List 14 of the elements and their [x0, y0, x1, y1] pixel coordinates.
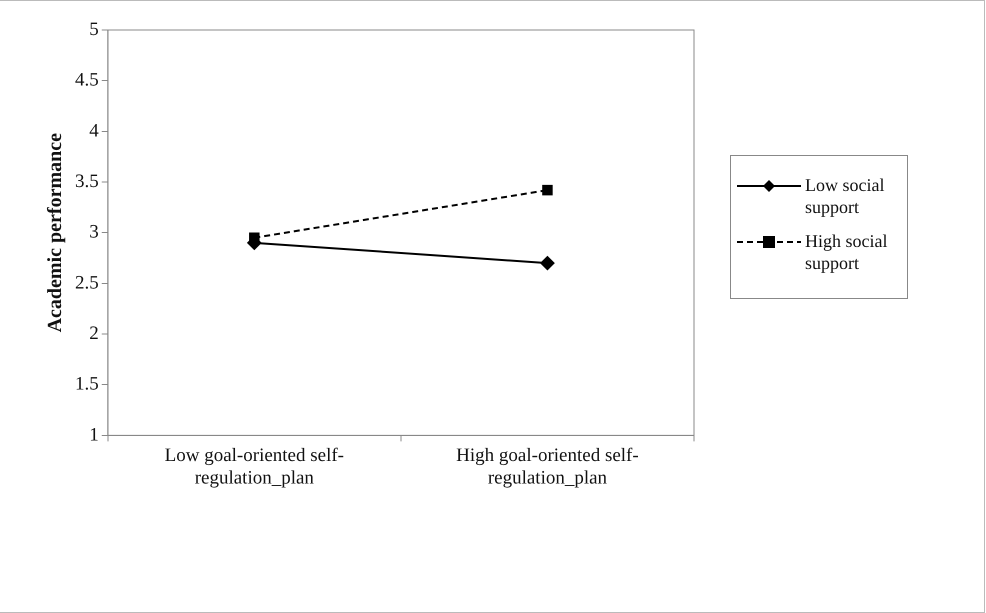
y-tick-label: 5 [89, 18, 99, 40]
y-tick-label: 3.5 [75, 171, 99, 192]
y-tick-label: 2 [89, 323, 99, 344]
y-tick-label: 2.5 [75, 272, 99, 294]
legend-label: Low social support [805, 174, 886, 218]
y-tick-label: 1 [89, 424, 99, 446]
y-tick-label: 4.5 [75, 70, 99, 91]
legend-label: High social support [805, 230, 888, 274]
x-tick-label: Low goal-oriented self-regulation_plan [164, 444, 344, 489]
y-tick-label: 1.5 [75, 374, 99, 395]
y-axis-title: Academic performance [44, 132, 66, 332]
y-tick-label: 4 [89, 120, 100, 142]
y-tick-label: 3 [89, 222, 99, 243]
x-tick-label: High goal-oriented self-regulation_plan [456, 444, 639, 489]
